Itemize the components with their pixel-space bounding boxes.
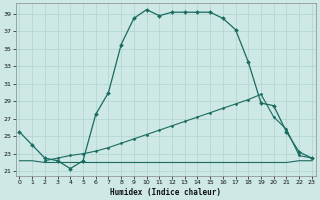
X-axis label: Humidex (Indice chaleur): Humidex (Indice chaleur) (110, 188, 221, 197)
